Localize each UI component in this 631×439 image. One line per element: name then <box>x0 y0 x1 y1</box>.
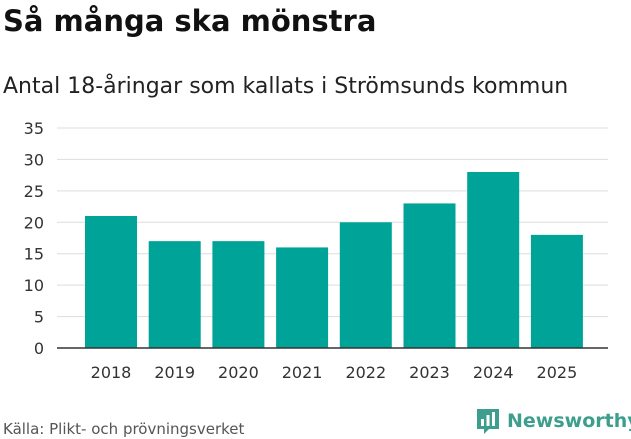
bar <box>530 234 583 348</box>
x-tick-label: 2024 <box>473 363 514 382</box>
bar <box>276 247 329 348</box>
y-tick-label: 35 <box>24 119 44 138</box>
chart-subtitle: Antal 18-åringar som kallats i Strömsund… <box>3 74 569 99</box>
x-tick-label: 2020 <box>218 363 259 382</box>
x-tick-label: 2023 <box>409 363 450 382</box>
y-tick-label: 5 <box>34 308 44 327</box>
chart-title: Så många ska mönstra <box>3 4 377 38</box>
brand-logo: Newsworthy <box>475 407 631 435</box>
bar <box>85 216 137 348</box>
bar <box>403 203 456 348</box>
x-tick-label: 2019 <box>154 363 195 382</box>
source-note: Källa: Plikt- och prövningsverket <box>3 420 245 438</box>
x-tick-label: 2018 <box>91 363 132 382</box>
y-tick-label: 20 <box>24 213 44 232</box>
bar <box>148 241 201 348</box>
y-tick-label: 10 <box>24 276 44 295</box>
bar <box>212 241 265 348</box>
x-tick-label: 2025 <box>537 363 578 382</box>
y-tick-label: 15 <box>24 245 44 264</box>
y-tick-label: 25 <box>24 182 44 201</box>
y-tick-label: 0 <box>34 339 44 358</box>
x-tick-label: 2021 <box>282 363 323 382</box>
bar <box>467 172 520 348</box>
newsworthy-bar-chart-icon <box>477 409 499 434</box>
brand-name: Newsworthy <box>507 410 631 432</box>
bar <box>339 222 392 348</box>
x-tick-label: 2022 <box>345 363 386 382</box>
y-tick-label: 30 <box>24 150 44 169</box>
